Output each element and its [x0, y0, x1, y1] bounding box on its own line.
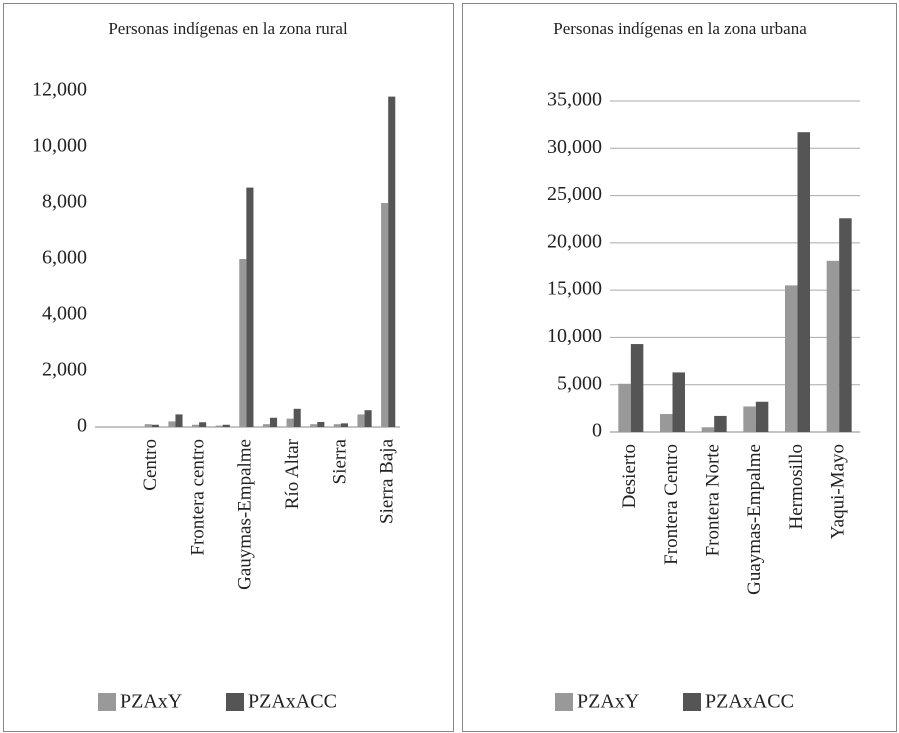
- bar: [222, 424, 230, 427]
- bar: [333, 424, 341, 427]
- bar: [262, 424, 270, 427]
- y-tick-label: 35,000: [547, 89, 602, 111]
- bar: [618, 383, 631, 432]
- y-tick-label: 0: [592, 420, 602, 442]
- x-tick-label: Sierra Baja: [377, 438, 398, 524]
- bar: [785, 285, 798, 432]
- x-tick-label: Guaymas-Empalme: [744, 444, 765, 595]
- bar: [340, 423, 348, 427]
- bar: [839, 218, 852, 432]
- y-tick-label: 15,000: [547, 278, 602, 300]
- bar: [215, 425, 223, 427]
- bar: [826, 260, 840, 432]
- x-tick-label: Frontera Centro: [661, 444, 682, 565]
- y-tick-label: 0: [77, 415, 87, 437]
- x-tick-label: Yaqui-Mayo: [828, 444, 849, 539]
- legend-label: PZAxACC: [705, 691, 794, 713]
- y-tick-label: 25,000: [547, 183, 602, 205]
- x-tick-label: Desierto: [619, 444, 640, 508]
- bar: [246, 187, 254, 427]
- bar: [293, 408, 301, 427]
- y-tick-label: 30,000: [547, 136, 602, 158]
- panel-border: [462, 3, 897, 732]
- y-tick-label: 20,000: [547, 230, 602, 252]
- bar: [388, 96, 396, 427]
- x-tick-label: Gauymas-Empalme: [235, 439, 256, 590]
- y-tick-label: 5,000: [557, 372, 602, 394]
- bar: [660, 414, 673, 432]
- x-tick-label: Sierra: [329, 438, 350, 484]
- bar: [310, 424, 318, 427]
- bar: [151, 424, 159, 427]
- chart-title: Personas indígenas en la zona urbana: [553, 19, 807, 38]
- bar: [714, 415, 727, 432]
- bar: [357, 414, 365, 427]
- bar: [270, 417, 278, 427]
- bar: [199, 422, 207, 427]
- y-tick-label: 12,000: [32, 79, 87, 101]
- chart-title: Personas indígenas en la zona rural: [108, 19, 348, 38]
- bar: [364, 410, 372, 427]
- bar: [755, 401, 769, 432]
- bar: [144, 424, 152, 427]
- x-tick-label: Río Altar: [282, 438, 303, 509]
- y-tick-label: 6,000: [42, 247, 87, 269]
- panel-border: [3, 3, 454, 732]
- x-tick-label: Centro: [140, 439, 161, 491]
- legend-swatch: [555, 693, 573, 711]
- legend-swatch: [226, 693, 244, 711]
- y-tick-label: 2,000: [42, 359, 87, 381]
- x-tick-label: Frontera Norte: [703, 444, 724, 556]
- y-tick-label: 10,000: [32, 135, 87, 157]
- bar: [286, 418, 294, 427]
- y-tick-label: 8,000: [42, 191, 87, 213]
- x-tick-label: Hermosillo: [786, 444, 807, 530]
- bar: [701, 427, 715, 432]
- x-tick-label: Frontera centro: [187, 439, 208, 556]
- bar: [317, 421, 325, 427]
- bar: [381, 203, 389, 427]
- y-tick-label: 4,000: [42, 303, 87, 325]
- legend-label: PZAxACC: [248, 691, 337, 713]
- legend-label: PZAxY: [577, 691, 639, 713]
- bar: [175, 414, 183, 427]
- bar: [168, 421, 176, 427]
- legend-swatch: [683, 693, 701, 711]
- legend-label: PZAxY: [120, 691, 182, 713]
- bar: [797, 132, 810, 433]
- bar: [192, 424, 200, 427]
- legend-swatch: [98, 693, 116, 711]
- bar: [743, 406, 756, 432]
- bar: [630, 344, 644, 432]
- y-tick-label: 10,000: [547, 325, 602, 347]
- bar: [239, 259, 247, 427]
- bar: [672, 372, 685, 432]
